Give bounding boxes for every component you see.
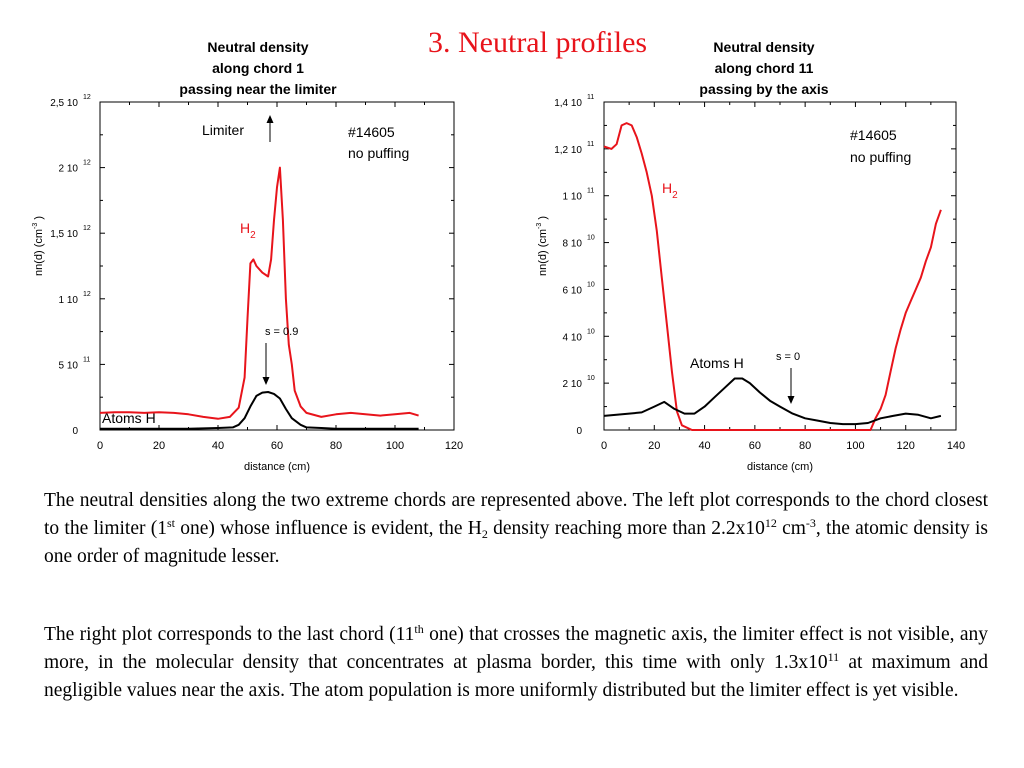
left-x-tick-label: 0 <box>97 440 103 452</box>
left-y-tick-label: 1 10 <box>59 295 79 306</box>
left-x-tick-label: 120 <box>445 440 463 452</box>
p2-text-1: The right plot corresponds to the last c… <box>44 624 415 645</box>
right-y-tick-exponent: 10 <box>587 281 595 288</box>
right-x-tick-label: 40 <box>698 440 710 452</box>
right-condition-annotation: no puffing <box>850 149 911 165</box>
left-series-atoms-h <box>100 391 419 430</box>
right-y-tick-label: 8 10 <box>563 239 583 250</box>
left-x-tick-label: 60 <box>271 440 283 452</box>
left-x-tick-label: 40 <box>212 440 224 452</box>
right-s-value-label: s = 0 <box>776 351 800 363</box>
right-chart-title-line-3: passing by the axis <box>699 81 829 97</box>
left-y-tick-exponent: 11 <box>83 356 90 363</box>
right-x-tick-label: 140 <box>947 440 965 452</box>
left-chart-title-line-1: Neutral density <box>207 39 309 55</box>
right-y-tick-label: 4 10 <box>563 332 583 343</box>
left-x-tick-label: 100 <box>386 440 404 452</box>
paragraph-left-plot: The neutral densities along the two extr… <box>44 487 988 571</box>
right-y-tick-label: 2 10 <box>563 379 583 390</box>
p1-text-4: cm <box>776 518 806 539</box>
right-y-tick-label: 6 10 <box>563 285 583 296</box>
right-y-tick-label: 1,2 10 <box>554 145 582 156</box>
p2-text-2: one) that crosses the magnetic axis, the… <box>44 624 988 673</box>
p1-sup-3: -3 <box>805 516 816 530</box>
right-y-tick-exponent: 11 <box>587 141 594 148</box>
right-y-tick-exponent: 10 <box>587 328 595 335</box>
right-atoms-label: Atoms H <box>690 355 744 371</box>
left-limiter-label: Limiter <box>202 122 244 138</box>
p1-text-3: density reaching more than 2.2x10 <box>487 518 765 539</box>
left-y-tick-label: 2,5 10 <box>50 98 78 109</box>
left-y-tick-label: 1,5 10 <box>50 229 78 240</box>
right-x-axis-label: distance (cm) <box>747 461 813 473</box>
right-y-tick-label: 1,4 10 <box>554 98 582 109</box>
left-limiter-arrow-head <box>266 115 274 123</box>
left-chart-title: Neutral density along chord 1 passing ne… <box>148 37 368 100</box>
right-x-tick-label: 0 <box>601 440 607 452</box>
p1-sub-1: 2 <box>481 527 488 541</box>
left-y-tick-exponent: 12 <box>83 160 91 167</box>
right-series-h2 <box>603 122 942 431</box>
left-condition-annotation: no puffing <box>348 145 409 161</box>
left-h2-label: H2 <box>240 220 256 241</box>
right-s-arrow-head <box>787 396 795 404</box>
p1-text-1: The neutral densities along the two extr… <box>44 490 988 539</box>
left-x-tick-label: 20 <box>153 440 165 452</box>
left-y-axis-label: nn(d) (cm-3 ) <box>32 216 45 276</box>
left-y-tick-label: 5 10 <box>59 360 79 371</box>
right-x-tick-label: 120 <box>897 440 915 452</box>
right-chart-title: Neutral density along chord 11 passing b… <box>654 37 874 100</box>
p2-sup-2: 11 <box>827 650 840 664</box>
p1-text-2: one) whose influence is evident, the H <box>174 518 482 539</box>
left-y-tick-exponent: 12 <box>83 225 91 232</box>
left-y-tick-label: 0 <box>72 426 78 437</box>
p2-sup-1: th <box>414 622 424 636</box>
right-shot-annotation: #14605 <box>850 127 897 143</box>
right-x-tick-label: 100 <box>846 440 864 452</box>
left-chart-title-line-2: along chord 1 <box>212 60 304 76</box>
left-atoms-label: Atoms H <box>102 410 156 426</box>
left-y-tick-exponent: 12 <box>83 94 91 101</box>
right-x-tick-label: 20 <box>648 440 660 452</box>
right-y-axis-label: nn(d) (cm-3 ) <box>536 216 549 276</box>
left-series-h2 <box>99 166 419 420</box>
right-chart-title-line-1: Neutral density <box>713 39 815 55</box>
right-x-tick-label: 80 <box>799 440 811 452</box>
p1-sup-1: st <box>166 516 175 530</box>
paragraph-right-plot: The right plot corresponds to the last c… <box>44 621 988 705</box>
right-y-tick-exponent: 10 <box>587 235 595 242</box>
right-y-tick-label: 1 10 <box>563 192 583 203</box>
p1-text-5: , the atomic density is one order of mag… <box>44 518 988 567</box>
left-s-arrow-head <box>262 377 270 385</box>
left-y-tick-exponent: 12 <box>83 291 91 298</box>
left-s-value-label: s = 0.9 <box>265 326 298 338</box>
left-chart-title-line-3: passing near the limiter <box>179 81 337 97</box>
left-x-tick-label: 80 <box>330 440 342 452</box>
right-h2-label: H2 <box>662 180 678 201</box>
left-y-tick-label: 2 10 <box>59 164 79 175</box>
slide-title: 3. Neutral profiles <box>428 26 648 59</box>
left-x-axis-label: distance (cm) <box>244 461 310 473</box>
right-y-tick-exponent: 10 <box>587 375 595 382</box>
right-y-tick-exponent: 11 <box>587 94 594 101</box>
right-chart-title-line-2: along chord 11 <box>714 60 814 76</box>
p2-text-3: at maximum and negligible values near th… <box>44 652 988 701</box>
right-series-atoms-h <box>603 377 942 426</box>
p1-sup-2: 12 <box>764 516 777 530</box>
left-shot-annotation: #14605 <box>348 124 395 140</box>
right-y-tick-exponent: 11 <box>587 188 594 195</box>
right-y-tick-label: 0 <box>576 426 582 437</box>
right-x-tick-label: 60 <box>749 440 761 452</box>
